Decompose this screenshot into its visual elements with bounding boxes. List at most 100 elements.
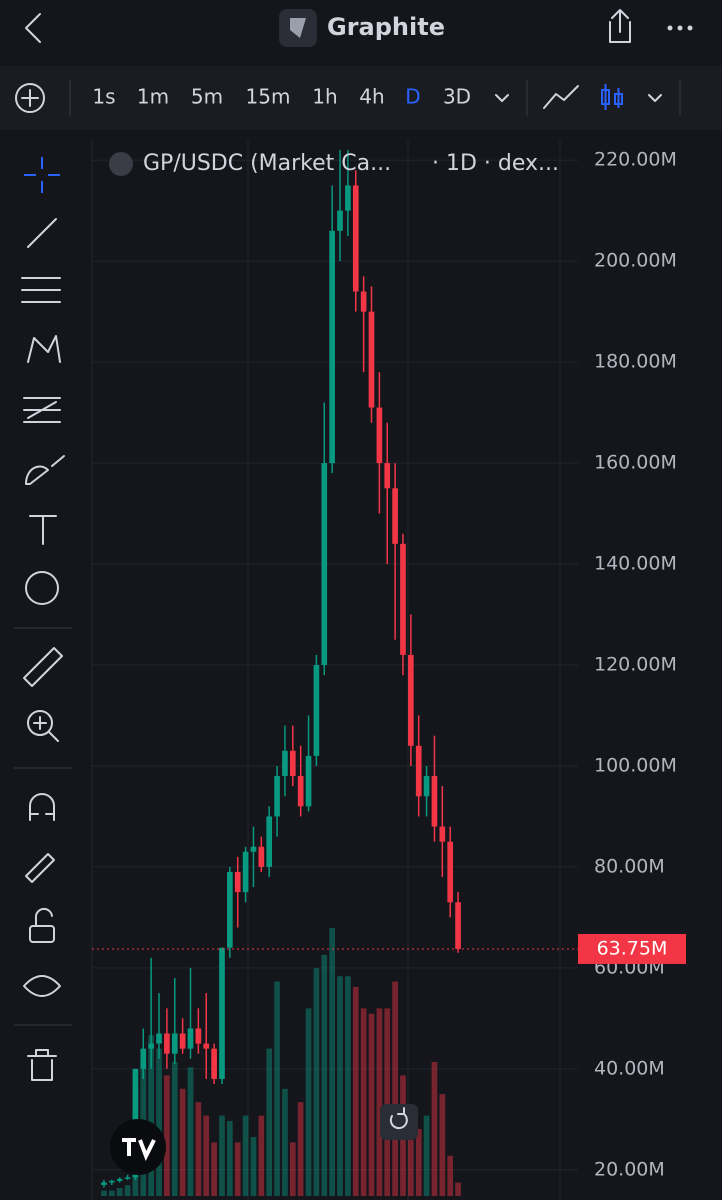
candle-body <box>187 1028 194 1049</box>
volume-bar <box>408 1115 414 1196</box>
candle-body <box>148 1043 154 1049</box>
projection-tool[interactable] <box>23 397 61 423</box>
back-button[interactable] <box>25 13 41 43</box>
volume-bar <box>392 981 398 1196</box>
ruler-tool[interactable] <box>23 647 63 687</box>
header-title: Graphite <box>327 13 445 41</box>
share-button[interactable] <box>609 9 631 43</box>
volume-bar <box>313 968 320 1196</box>
candle-body <box>282 750 288 777</box>
add-button[interactable] <box>15 83 45 113</box>
interval-option[interactable]: 1h <box>312 85 337 109</box>
interval-option[interactable]: 1s <box>92 85 115 109</box>
candle-body <box>439 826 446 842</box>
unlock-tool[interactable] <box>29 907 55 943</box>
candle-body <box>360 291 367 312</box>
candle-body <box>250 846 257 852</box>
interval-option[interactable]: 4h <box>359 85 384 109</box>
candle-body <box>321 463 328 665</box>
candle-body <box>140 1048 147 1069</box>
brush-tool[interactable] <box>25 455 65 485</box>
volume-bar <box>384 1008 391 1196</box>
volume-bar <box>305 1008 312 1196</box>
candle-body <box>313 665 320 756</box>
magnet-tool[interactable] <box>29 793 55 821</box>
symbol-logo <box>109 152 133 176</box>
candle-body <box>219 947 225 1079</box>
candle-body <box>203 1043 210 1049</box>
volume-bar <box>289 1142 296 1196</box>
sidebar <box>14 157 72 1081</box>
text-tool[interactable] <box>29 515 57 545</box>
interval-option[interactable]: 1m <box>137 85 169 109</box>
volume-bar <box>360 1008 367 1196</box>
volume-bar <box>203 1115 210 1196</box>
more-button[interactable] <box>667 25 693 31</box>
volume-bar <box>179 1088 186 1196</box>
volume-bar <box>455 1182 461 1196</box>
emoji-tool[interactable] <box>25 571 59 605</box>
volume-bar <box>337 976 343 1196</box>
interval-option[interactable]: 3D <box>443 85 471 109</box>
volume-bar <box>345 976 351 1196</box>
last-price-badge <box>578 933 686 964</box>
interval-chevron[interactable] <box>495 94 509 102</box>
interval-option[interactable]: D <box>405 85 420 109</box>
candle-body <box>337 210 343 231</box>
volume-bar <box>116 1187 123 1196</box>
candle-body <box>352 185 359 292</box>
volume-bar <box>124 1185 131 1196</box>
candle-body <box>266 816 273 867</box>
candle-body <box>116 1178 123 1181</box>
volume-bar <box>282 1088 288 1196</box>
volume-bar <box>148 1035 154 1196</box>
candle-body <box>376 407 383 464</box>
candle-body <box>274 776 280 817</box>
candle-body <box>447 841 454 903</box>
candle-body <box>423 776 430 797</box>
volume-bar <box>234 1142 241 1196</box>
candle-body <box>455 902 461 949</box>
volume-bar <box>376 1008 383 1196</box>
candle-body <box>258 846 265 867</box>
candle-body <box>329 230 335 464</box>
volume-bar <box>219 1115 225 1196</box>
volume-bar <box>423 1115 430 1196</box>
interval-option[interactable]: 15m <box>246 85 291 109</box>
volume-bar <box>101 1190 107 1196</box>
tradingview-logo[interactable] <box>110 1119 166 1175</box>
candle-body <box>108 1180 115 1183</box>
candle-body <box>297 776 304 807</box>
zoom-tool[interactable] <box>27 710 59 742</box>
y-tick-label: 120.00M <box>594 654 677 676</box>
volume-bar <box>447 1155 454 1196</box>
trend-line-tool[interactable] <box>27 218 57 248</box>
volume-bar <box>242 1115 249 1196</box>
y-tick-label: 140.00M <box>594 553 677 575</box>
volume-bar <box>258 1115 265 1196</box>
candle-body <box>384 463 391 489</box>
visibility-tool[interactable] <box>23 975 61 997</box>
fib-tool[interactable] <box>21 277 61 303</box>
chart-type-chevron[interactable] <box>648 94 662 102</box>
volume-bar <box>171 1062 178 1196</box>
volume-bar <box>211 1142 217 1196</box>
crosshair-tool[interactable] <box>24 157 60 193</box>
delete-tool[interactable] <box>27 1049 57 1081</box>
pattern-tool[interactable] <box>27 335 61 363</box>
candle-chart-button[interactable] <box>601 84 623 110</box>
volume-bar <box>227 1120 233 1196</box>
volume-layer <box>101 928 461 1196</box>
volume-bar <box>321 954 328 1196</box>
line-chart-button[interactable] <box>543 85 579 109</box>
lock-drawing-tool[interactable] <box>25 853 55 883</box>
y-tick-label: 220.00M <box>594 149 677 171</box>
interval-option[interactable]: 5m <box>191 85 223 109</box>
volume-bar <box>297 1102 304 1196</box>
volume-bar <box>431 1062 438 1196</box>
reset-button[interactable] <box>380 1104 418 1140</box>
volume-bar <box>439 1094 446 1196</box>
chart-area <box>92 140 578 1200</box>
candle-body <box>195 1028 202 1044</box>
